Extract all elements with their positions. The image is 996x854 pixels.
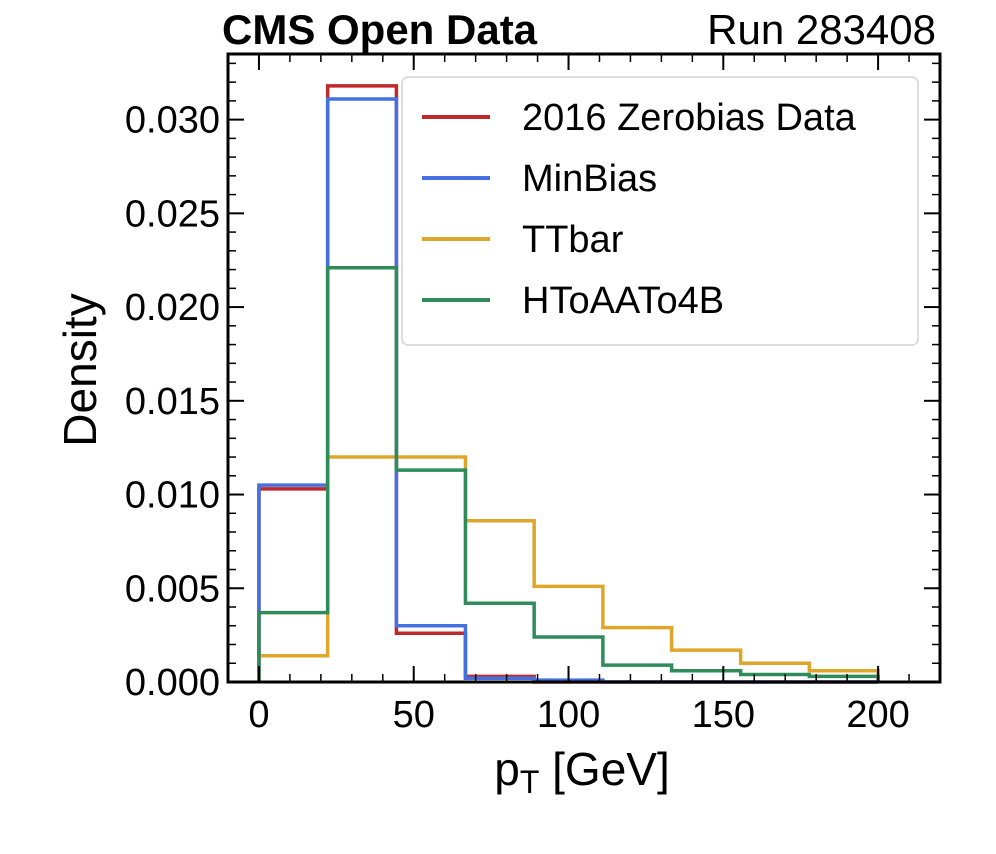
series-step-3 (257, 265, 880, 682)
legend-label-3: HToAATo4B (522, 280, 724, 322)
y-tick-label: 0.020 (125, 287, 220, 329)
y-tick-label: 0.025 (125, 193, 220, 235)
legend-label-1: MinBias (522, 158, 657, 200)
y-tick-label: 0.015 (125, 381, 220, 423)
x-axis-label: pT [GeV] (494, 743, 670, 800)
x-tick-label: 100 (537, 694, 600, 736)
y-tick-label: 0.010 (125, 475, 220, 517)
x-tick-label: 200 (846, 694, 909, 736)
x-axis-label-main: p (494, 743, 520, 795)
legend-box (401, 76, 919, 346)
legend-label-2: TTbar (522, 219, 624, 261)
header-left: CMS Open Data (222, 6, 538, 53)
x-axis-label-unit: [GeV] (539, 743, 669, 795)
legend-label-0: 2016 Zerobias Data (522, 97, 857, 139)
axes-frame (226, 52, 942, 684)
x-tick-label: 50 (393, 694, 435, 736)
series-step-2 (257, 455, 880, 682)
header-right: Run 283408 (707, 6, 936, 53)
x-tick-label: 150 (692, 694, 755, 736)
x-axis-label-sub: T (520, 764, 540, 800)
y-tick-label: 0.005 (125, 568, 220, 610)
y-tick-label: 0.000 (125, 662, 220, 704)
axes-layer: 0 50 100 150 200 0.000 0.005 0.010 0.015 0.020 0.0… (125, 52, 942, 736)
y-axis-label: Density (54, 293, 106, 446)
x-tick-label: 0 (248, 694, 269, 736)
legend: 2016 Zerobias Data MinBias TTbar HToAATo4B (401, 76, 919, 346)
y-tick-label: 0.030 (125, 100, 220, 142)
